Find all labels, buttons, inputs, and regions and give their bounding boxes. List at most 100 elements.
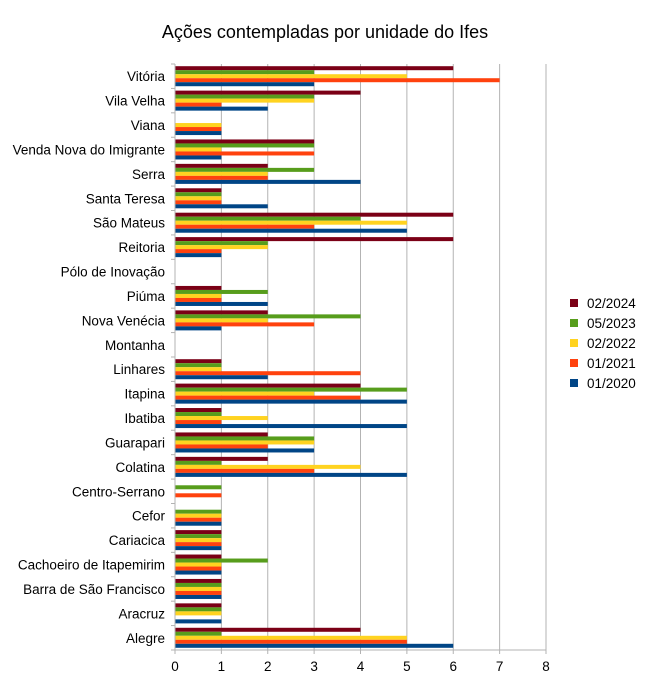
bar xyxy=(175,237,454,242)
bars xyxy=(175,66,500,648)
bar xyxy=(175,594,222,599)
bar xyxy=(175,285,222,290)
legend-swatch xyxy=(570,319,578,327)
category-label: Vitória xyxy=(127,69,166,84)
bar xyxy=(175,412,222,417)
bar xyxy=(175,534,222,539)
legend-label: 01/2020 xyxy=(587,376,636,391)
category-label: Santa Teresa xyxy=(86,191,166,206)
bar xyxy=(175,127,222,132)
bar xyxy=(175,542,222,547)
legend-swatch xyxy=(570,299,578,307)
bar xyxy=(175,367,222,372)
bar xyxy=(175,179,361,184)
bar xyxy=(175,200,222,205)
category-label: Venda Nova do Imigrante xyxy=(13,142,165,157)
bar xyxy=(175,224,315,229)
bar xyxy=(175,82,315,87)
bar xyxy=(175,371,361,376)
bar xyxy=(175,420,222,425)
bar xyxy=(175,586,222,591)
category-label: Viana xyxy=(131,118,166,133)
legend-label: 02/2024 xyxy=(587,296,636,311)
category-label: Reitoria xyxy=(118,240,165,255)
category-label: Itapina xyxy=(124,387,165,402)
bar xyxy=(175,220,407,225)
legend-label: 01/2021 xyxy=(587,356,636,371)
bar xyxy=(175,310,268,315)
bar xyxy=(175,301,268,306)
bar xyxy=(175,456,268,461)
bar xyxy=(175,253,222,258)
category-label: Piúma xyxy=(127,289,166,304)
chart-title: Ações contempladas por unidade do Ifes xyxy=(161,22,489,42)
category-label: Colatina xyxy=(115,460,165,475)
bar xyxy=(175,383,361,388)
legend-swatch xyxy=(570,339,578,347)
category-label: São Mateus xyxy=(93,216,165,231)
bar xyxy=(175,192,222,197)
bar xyxy=(175,245,268,250)
bar xyxy=(175,175,268,180)
legend-swatch xyxy=(570,379,578,387)
bar xyxy=(175,509,222,514)
category-label: Pólo de Inovação xyxy=(61,265,165,280)
bar xyxy=(175,408,222,413)
x-tick-label: 5 xyxy=(403,659,411,674)
bar xyxy=(175,70,315,75)
bar xyxy=(175,517,222,522)
bar xyxy=(175,98,315,103)
bar xyxy=(175,326,222,331)
bar xyxy=(175,293,222,298)
legend-swatch xyxy=(570,359,578,367)
bar xyxy=(175,639,407,644)
x-tick-label: 6 xyxy=(449,659,457,674)
category-label: Centro-Serrano xyxy=(72,484,165,499)
bar xyxy=(175,416,268,421)
bar xyxy=(175,196,222,201)
category-label: Montanha xyxy=(105,338,166,353)
bar xyxy=(175,578,222,583)
category-labels: Vitória Vila Velha Viana Venda Nova do Imig… xyxy=(13,69,166,646)
bar xyxy=(175,241,268,246)
bar xyxy=(175,562,222,567)
category-label: Guarapari xyxy=(105,435,165,450)
bar xyxy=(175,554,222,559)
bar xyxy=(175,436,315,441)
bar xyxy=(175,90,361,95)
bar xyxy=(175,204,268,209)
category-label: Vila Velha xyxy=(105,94,165,109)
bar xyxy=(175,513,222,518)
bar xyxy=(175,123,222,128)
bar xyxy=(175,249,222,254)
x-tick-label: 8 xyxy=(542,659,550,674)
bar xyxy=(175,102,222,107)
bar xyxy=(175,167,315,172)
bar xyxy=(175,627,361,632)
category-label: Ibatiba xyxy=(124,411,165,426)
bar xyxy=(175,78,500,83)
bar xyxy=(175,391,315,396)
category-label: Cefor xyxy=(132,509,166,524)
category-label: Cachoeiro de Itapemirim xyxy=(18,558,165,573)
x-tick-label: 1 xyxy=(218,659,226,674)
category-label: Alegre xyxy=(126,631,165,646)
bar xyxy=(175,558,268,563)
bar xyxy=(175,530,222,535)
bar xyxy=(175,590,222,595)
legend: 02/2024 05/2023 02/2022 01/2021 01/2020 xyxy=(570,296,636,391)
x-tick-labels: 0 1 2 3 4 5 6 7 8 xyxy=(171,659,550,674)
bar xyxy=(175,546,222,551)
x-tick-label: 7 xyxy=(496,659,504,674)
bar xyxy=(175,635,407,640)
bar xyxy=(175,387,407,392)
bar xyxy=(175,212,454,217)
bar xyxy=(175,611,222,616)
bar xyxy=(175,131,222,136)
bar xyxy=(175,155,222,160)
bar xyxy=(175,448,315,453)
bar xyxy=(175,399,407,404)
bar xyxy=(175,363,222,368)
bar xyxy=(175,143,315,148)
